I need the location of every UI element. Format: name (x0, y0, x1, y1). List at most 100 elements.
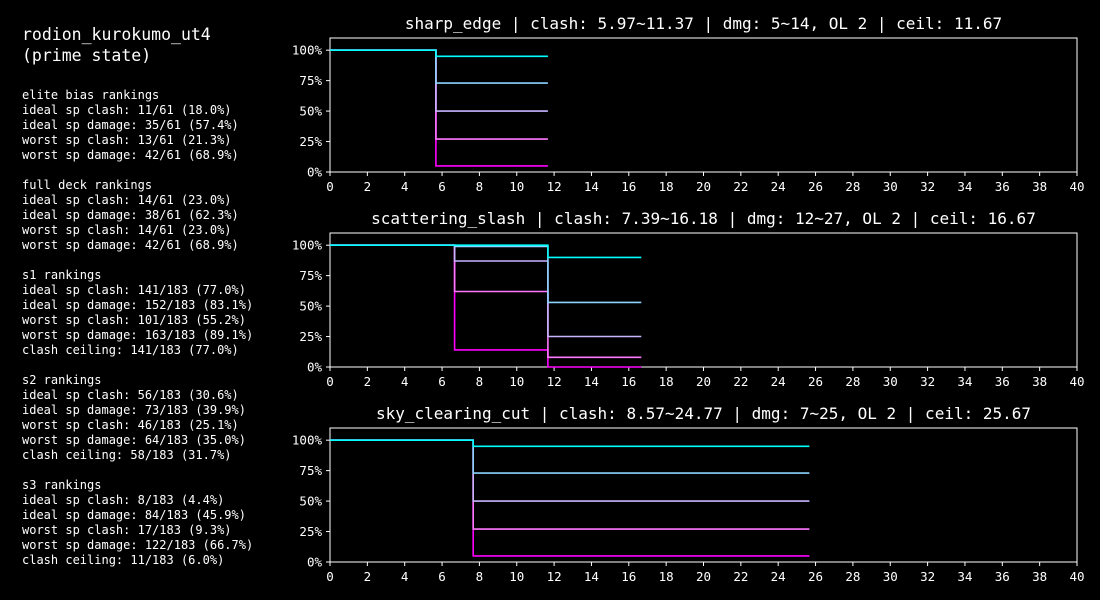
x-tick-label: 8 (476, 179, 484, 194)
ranking-line: clash ceiling: 58/183 (31.7%) (22, 448, 232, 462)
x-tick-label: 0 (326, 569, 334, 584)
ranking-section: elite bias rankings ideal sp clash: 11/61… (22, 88, 302, 163)
x-tick-label: 18 (659, 374, 674, 389)
x-tick-label: 34 (957, 569, 972, 584)
character-name: rodion_kurokumo_ut4 (22, 25, 211, 44)
x-tick-label: 2 (364, 569, 372, 584)
x-tick-label: 10 (509, 374, 524, 389)
series-line (330, 439, 810, 502)
character-state: (prime state) (22, 46, 152, 65)
ranking-line: worst sp clash: 46/183 (25.1%) (22, 418, 239, 432)
x-tick-label: 38 (1032, 179, 1047, 194)
series-line (330, 244, 642, 304)
ranking-line: ideal sp damage: 84/183 (45.9%) (22, 508, 246, 522)
x-tick-label: 26 (808, 569, 823, 584)
chart-title: scattering_slash | clash: 7.39~16.18 | d… (371, 209, 1036, 228)
x-tick-label: 14 (584, 179, 599, 194)
x-tick-label: 8 (476, 569, 484, 584)
x-tick-label: 4 (401, 179, 409, 194)
x-tick-label: 36 (995, 569, 1010, 584)
y-tick-label: 75% (299, 268, 322, 283)
x-tick-label: 12 (547, 179, 562, 194)
chart-title: sky_clearing_cut | clash: 8.57~24.77 | d… (376, 404, 1031, 423)
series-line (330, 49, 548, 58)
y-tick-label: 25% (299, 134, 322, 149)
y-tick-label: 75% (299, 73, 322, 88)
ranking-line: clash ceiling: 11/183 (6.0%) (22, 553, 225, 567)
y-tick-label: 25% (299, 524, 322, 539)
plot-frame (329, 37, 1078, 173)
stats-panel: rodion_kurokumo_ut4 (prime state) elite … (22, 24, 302, 583)
x-tick-label: 4 (401, 569, 409, 584)
ranking-line: worst sp damage: 122/183 (66.7%) (22, 538, 254, 552)
x-tick-label: 6 (438, 179, 446, 194)
series-line (330, 439, 810, 448)
ranking-line: ideal sp damage: 152/183 (83.1%) (22, 298, 254, 312)
ranking-line: ideal sp damage: 35/61 (57.4%) (22, 118, 239, 132)
x-tick-label: 30 (883, 374, 898, 389)
series-line (330, 439, 810, 474)
x-tick-label: 16 (621, 374, 636, 389)
x-tick-label: 4 (401, 374, 409, 389)
y-tick-label: 100% (292, 43, 323, 58)
series-line (330, 49, 548, 84)
x-tick-label: 40 (1069, 179, 1084, 194)
series-line (330, 244, 642, 359)
x-tick-label: 2 (364, 374, 372, 389)
x-tick-label: 20 (696, 374, 711, 389)
y-tick-label: 100% (292, 433, 323, 448)
ranking-line: ideal sp clash: 11/61 (18.0%) (22, 103, 232, 117)
section-heading: full deck rankings (22, 178, 153, 192)
ranking-line: worst sp clash: 101/183 (55.2%) (22, 313, 246, 327)
x-tick-label: 0 (326, 179, 334, 194)
section-heading: elite bias rankings (22, 88, 160, 102)
ranking-line: worst sp damage: 42/61 (68.9%) (22, 238, 239, 252)
ranking-line: ideal sp clash: 141/183 (77.0%) (22, 283, 246, 297)
x-tick-label: 28 (845, 374, 860, 389)
x-tick-label: 22 (733, 179, 748, 194)
x-tick-label: 12 (547, 569, 562, 584)
x-tick-label: 30 (883, 179, 898, 194)
x-tick-label: 26 (808, 179, 823, 194)
series-line (330, 439, 810, 530)
x-tick-label: 30 (883, 569, 898, 584)
ranking-section: full deck rankings ideal sp clash: 14/61 … (22, 178, 302, 253)
x-tick-label: 6 (438, 374, 446, 389)
series-line (330, 244, 642, 368)
y-tick-label: 50% (299, 299, 322, 314)
x-tick-label: 32 (920, 179, 935, 194)
x-tick-label: 2 (364, 179, 372, 194)
x-tick-label: 40 (1069, 569, 1084, 584)
ranking-line: ideal sp clash: 56/183 (30.6%) (22, 388, 239, 402)
y-tick-label: 0% (307, 165, 323, 180)
chart-panel: scattering_slash | clash: 7.39~16.18 | d… (292, 209, 1085, 389)
x-tick-label: 26 (808, 374, 823, 389)
series-line (330, 439, 810, 557)
x-tick-label: 34 (957, 374, 972, 389)
y-tick-label: 0% (307, 555, 323, 570)
x-tick-label: 18 (659, 179, 674, 194)
y-tick-label: 0% (307, 360, 323, 375)
ranking-line: clash ceiling: 141/183 (77.0%) (22, 343, 239, 357)
x-tick-label: 28 (845, 179, 860, 194)
x-tick-label: 32 (920, 374, 935, 389)
ranking-section: s3 rankings ideal sp clash: 8/183 (4.4%) i… (22, 478, 302, 568)
x-tick-label: 38 (1032, 374, 1047, 389)
x-tick-label: 24 (771, 374, 786, 389)
chart-title: sharp_edge | clash: 5.97~11.37 | dmg: 5~… (405, 14, 1002, 33)
ranking-section: s1 rankings ideal sp clash: 141/183 (77.0… (22, 268, 302, 358)
ranking-section: s2 rankings ideal sp clash: 56/183 (30.6%… (22, 373, 302, 463)
x-tick-label: 32 (920, 569, 935, 584)
rankings-list: elite bias rankings ideal sp clash: 11/61… (22, 88, 302, 568)
ranking-line: ideal sp clash: 8/183 (4.4%) (22, 493, 225, 507)
x-tick-label: 16 (621, 569, 636, 584)
x-tick-label: 0 (326, 374, 334, 389)
y-tick-label: 50% (299, 104, 322, 119)
x-tick-label: 20 (696, 569, 711, 584)
ranking-line: worst sp damage: 163/183 (89.1%) (22, 328, 254, 342)
series-line (330, 49, 548, 112)
x-tick-label: 14 (584, 374, 599, 389)
section-heading: s1 rankings (22, 268, 102, 282)
x-tick-label: 8 (476, 374, 484, 389)
